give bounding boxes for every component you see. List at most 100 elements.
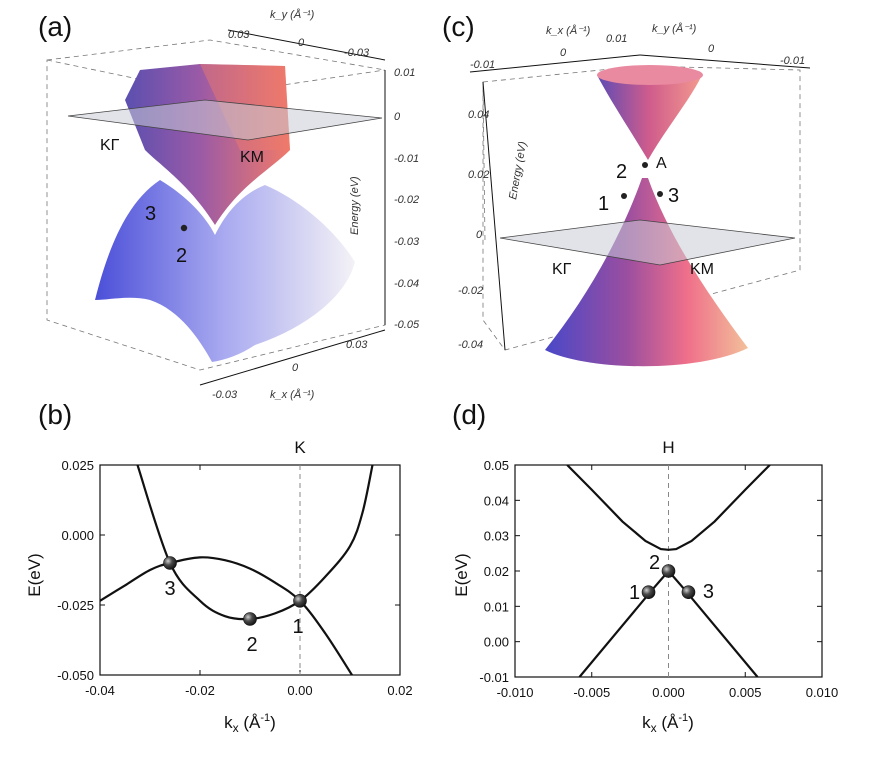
- panel-a-point-2-marker: [180, 224, 188, 232]
- panel-a-energy-tick: -0.01: [394, 153, 419, 165]
- panel-c-top-tick: -0.01: [780, 55, 805, 67]
- panel-d-xlabel: kx (Å-1): [642, 712, 694, 735]
- panel-d-x-tick-label: 0.005: [729, 685, 762, 700]
- panel-c-top-tick: -0.01: [470, 59, 495, 71]
- panel-d-x-tick-label: -0.005: [573, 685, 610, 700]
- panel-c-energy-tick: 0.04: [468, 109, 489, 121]
- panel-b-point-3-marker: [163, 556, 177, 570]
- panel-b-point-1-label: 1: [292, 616, 303, 638]
- panel-d-series-lower-band-left: [578, 570, 670, 677]
- panel-a-energy-label: Energy (eV): [349, 176, 361, 235]
- panel-a-label: (a): [38, 11, 72, 42]
- panel-c-upper-cone: [597, 67, 702, 160]
- panel-a-ky-label: k_y (Å⁻¹): [270, 8, 315, 21]
- panel-c-k-m-label: KM: [690, 261, 714, 278]
- panel-d-y-tick-label: 0.04: [484, 493, 509, 508]
- panel-a-energy-tick: 0.01: [394, 67, 415, 79]
- panel-a-lower-band-surface: [95, 180, 355, 362]
- panel-a-kx-tick: 0: [292, 362, 299, 374]
- panel-c-ky-label: k_y (Å⁻¹): [652, 22, 697, 35]
- panel-c-energy-tick: 0.02: [468, 169, 489, 181]
- panel-a-energy-tick: -0.04: [394, 278, 419, 290]
- panel-c: (c) -0.01 0 0.01 0 -0.01 k_x (Å⁻¹) k_y (…: [442, 11, 811, 367]
- panel-c-point-3-label: 3: [668, 185, 679, 207]
- panel-c-lower-cone: [545, 178, 748, 367]
- panel-d-x-tick-label: -0.010: [497, 685, 534, 700]
- panel-b-x-tick-label: 0.00: [287, 683, 312, 698]
- panel-a-energy-tick: 0: [394, 111, 401, 123]
- panel-a-kx-axis: 0.03 0 -0.03 k_x (Å⁻¹): [199, 329, 386, 401]
- panel-b-plot-frame: [99, 464, 401, 676]
- panel-b-point-2-label: 2: [246, 634, 257, 656]
- panel-d-series-upper-band: [566, 465, 771, 551]
- panel-a-ky-tick: -0.03: [344, 47, 370, 59]
- panel-d-x-tick-label: 0.010: [806, 685, 839, 700]
- panel-b-point-1-marker: [293, 593, 307, 608]
- panel-d-label: (d): [452, 399, 486, 430]
- panel-a: (a) 0.03 0 -0.03 k_y (Å⁻¹) 0.01 0 -0.01 …: [38, 8, 420, 401]
- panel-a-kx-label: k_x (Å⁻¹): [270, 388, 315, 401]
- panel-b-point-3-label: 3: [164, 578, 175, 600]
- panel-c-energy-axis: 0.04 0.02 0 -0.02 -0.04 Energy (eV): [458, 81, 529, 351]
- panel-c-label: (c): [442, 11, 475, 42]
- panel-b-y-tick-label: -0.050: [57, 668, 94, 683]
- panel-c-point-1-marker: [621, 193, 627, 199]
- panel-c-kx-label: k_x (Å⁻¹): [546, 24, 591, 37]
- panel-a-ky-tick: 0: [298, 37, 305, 49]
- panel-b-series-band-1: [136, 465, 374, 621]
- panel-b-x-tick-label: -0.02: [185, 683, 215, 698]
- panel-c-energy-tick: -0.02: [458, 285, 483, 297]
- panel-d-top-marker: H: [662, 438, 674, 457]
- panel-b-x-tick-label: -0.04: [85, 683, 115, 698]
- panel-c-fermi-plane: [499, 219, 796, 266]
- panel-b-label: (b): [38, 399, 72, 430]
- panel-a-ky-tick: 0.03: [228, 29, 250, 41]
- panel-a-k-gamma-label: KΓ: [100, 137, 120, 154]
- panel-a-energy-tick: -0.05: [394, 319, 420, 331]
- panel-c-energy-tick: 0: [476, 229, 483, 241]
- panel-d-x-tick-label: 0.000: [652, 685, 685, 700]
- panel-d-point-3-marker: [681, 585, 696, 600]
- panel-b-xlabel: kx (Å-1): [224, 712, 276, 735]
- panel-b-chart: (b) -0.04 -0.02 0.00 0.02 0.025 0.000 -0.025 -0…: [25, 399, 413, 735]
- panel-d-point-3-label: 3: [703, 581, 714, 603]
- panel-c-point-1-label: 1: [598, 193, 609, 215]
- panel-d-y-tick-label: 0.00: [484, 635, 509, 650]
- panel-a-point-2-label: 2: [176, 245, 187, 267]
- panel-c-point-2-label: 2: [616, 161, 627, 183]
- panel-b-ylabel: E(eV): [25, 553, 44, 596]
- panel-d-chart: (d) -0.010 -0.005 0.000 0.005 0.010 0.05 0.04 0…: [452, 399, 838, 735]
- panel-c-point-3-marker: [657, 191, 663, 197]
- panel-a-kx-tick: 0.03: [346, 339, 368, 351]
- panel-c-top-axes: -0.01 0 0.01 0 -0.01 k_x (Å⁻¹) k_y (Å⁻¹): [469, 22, 811, 73]
- panel-a-kx-tick: -0.03: [212, 389, 238, 401]
- panel-b-top-marker: K: [294, 438, 306, 457]
- panel-b-y-tick-label: 0.025: [61, 458, 94, 473]
- panel-a-point-3-label: 3: [145, 203, 156, 225]
- panel-d-point-1-label: 1: [629, 582, 640, 604]
- panel-d-y-tick-label: -0.01: [479, 670, 509, 685]
- panel-c-top-tick: 0: [560, 47, 567, 59]
- panel-c-energy-label: Energy (eV): [507, 140, 529, 200]
- panel-d-point-2-marker: [661, 564, 676, 578]
- panel-d-point-2-label: 2: [649, 552, 660, 574]
- panel-a-ky-axis: 0.03 0 -0.03 k_y (Å⁻¹): [227, 8, 386, 61]
- panel-a-energy-tick: -0.03: [394, 236, 420, 248]
- panel-b-y-tick-label: -0.025: [57, 598, 94, 613]
- panel-d-y-tick-label: 0.05: [484, 458, 509, 473]
- panel-d-point-1-marker: [641, 585, 656, 600]
- panel-a-fermi-plane: [67, 99, 383, 141]
- panel-b-point-2-marker: [243, 612, 257, 626]
- panel-a-k-m-label: KM: [240, 149, 264, 166]
- panel-c-energy-tick: -0.04: [458, 339, 483, 351]
- panel-c-point-2-marker: [642, 162, 648, 168]
- panel-a-energy-axis: 0.01 0 -0.01 -0.02 -0.03 -0.04 -0.05 Ene…: [349, 67, 420, 331]
- panel-b-x-tick-label: 0.02: [387, 683, 412, 698]
- panel-d-y-tick-label: 0.03: [484, 529, 509, 544]
- panel-d-y-tick-label: 0.01: [484, 599, 509, 614]
- panel-c-upper-cone-rim: [597, 65, 703, 85]
- panel-c-point-a-label: A: [656, 155, 667, 172]
- panel-c-top-tick: 0.01: [606, 33, 627, 45]
- panel-c-k-gamma-label: KΓ: [552, 261, 572, 278]
